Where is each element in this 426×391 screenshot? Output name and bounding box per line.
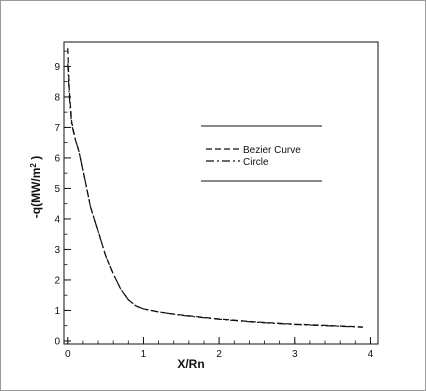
series-line-circle — [67, 63, 363, 328]
series-layer — [67, 48, 363, 328]
legend-label-circle: Circle — [243, 157, 269, 168]
x-axis-label: X/Rn — [177, 357, 204, 371]
plot-border — [63, 41, 379, 345]
y-tick-label: 2 — [54, 275, 60, 286]
y-tick-label: 0 — [54, 336, 60, 347]
y-tick-label: 3 — [54, 245, 60, 256]
y-tick-label: 6 — [54, 153, 60, 164]
x-tick-label: 2 — [216, 349, 222, 360]
ticks-layer: 0 1 2 3 4 0 1 2 3 4 5 6 7 8 9 — [54, 50, 374, 360]
plot-area — [63, 41, 379, 345]
y-tick-label: 4 — [54, 214, 60, 225]
y-tick-label: 8 — [54, 92, 60, 103]
legend: Bezier Curve Circle — [201, 125, 322, 182]
x-tick-label: 0 — [65, 349, 71, 360]
y-tick-label: 1 — [54, 306, 60, 317]
y-axis-label-sup: 2 — [29, 163, 38, 168]
x-tick-label: 3 — [292, 349, 298, 360]
y-tick-label: 9 — [54, 62, 60, 73]
series-line-bezier-curve — [67, 48, 363, 328]
y-axis-label: -q(MW/m2 ) — [29, 156, 44, 218]
x-tick-label: 1 — [141, 349, 147, 360]
x-tick-label: 4 — [368, 349, 374, 360]
y-tick-label: 5 — [54, 184, 60, 195]
y-axis-label-tail: ) — [29, 156, 43, 163]
y-axis-label-main: -q(MW/m — [29, 168, 43, 219]
y-tick-label: 7 — [54, 123, 60, 134]
legend-label-bezier-curve: Bezier Curve — [243, 145, 301, 156]
